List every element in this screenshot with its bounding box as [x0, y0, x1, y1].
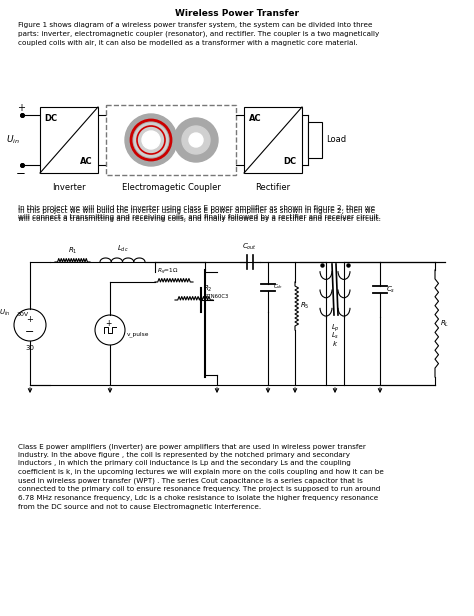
Text: AC: AC — [80, 157, 92, 166]
Text: $R_g$=1Ω: $R_g$=1Ω — [157, 267, 179, 277]
Text: In this project we will build the inverter using class E power amplifier as show: In this project we will build the invert… — [18, 208, 381, 222]
Circle shape — [189, 133, 203, 147]
Text: $C_{sh}$: $C_{sh}$ — [273, 283, 283, 291]
Circle shape — [125, 114, 177, 166]
Text: DC: DC — [283, 157, 297, 166]
Text: Wireless Power Transfer: Wireless Power Transfer — [175, 9, 299, 18]
Circle shape — [134, 123, 168, 157]
Text: Load: Load — [326, 136, 346, 145]
Text: DC: DC — [45, 114, 57, 123]
Bar — [308, 122, 322, 158]
Text: Electromagetic Coupler: Electromagetic Coupler — [121, 183, 220, 192]
Text: $R_5$: $R_5$ — [300, 301, 310, 311]
Text: Rectifier: Rectifier — [255, 183, 291, 192]
Text: Inverter: Inverter — [52, 183, 86, 192]
Text: $C_s$: $C_s$ — [386, 285, 395, 295]
Text: $L_s$: $L_s$ — [331, 331, 339, 341]
Bar — [106, 105, 236, 175]
Circle shape — [182, 126, 210, 154]
Text: $C_{out}$: $C_{out}$ — [243, 242, 257, 252]
Text: +: + — [105, 320, 111, 328]
Text: $k$: $k$ — [332, 339, 338, 348]
Text: 30V: 30V — [17, 312, 29, 317]
Text: In this project we will build the inverter using class E power amplifier as show: In this project we will build the invert… — [18, 205, 381, 219]
Text: +: + — [17, 103, 25, 113]
Text: $R_1$: $R_1$ — [68, 246, 77, 256]
Text: 30: 30 — [26, 345, 35, 351]
Text: $R_L$: $R_L$ — [440, 318, 449, 328]
Text: −: − — [16, 167, 26, 180]
Text: $U_{in}$: $U_{in}$ — [6, 134, 20, 146]
Text: +: + — [27, 315, 34, 325]
Text: Class E power amplifiers (Inverter) are power amplifiers that are used in wirele: Class E power amplifiers (Inverter) are … — [18, 443, 384, 509]
Text: v_pulse: v_pulse — [127, 331, 149, 337]
Text: $L_{dc}$: $L_{dc}$ — [117, 244, 128, 254]
Text: −: − — [25, 327, 35, 337]
Text: AC: AC — [249, 114, 261, 123]
Text: $R_2$: $R_2$ — [203, 284, 213, 294]
Circle shape — [142, 131, 160, 149]
Bar — [40, 107, 98, 173]
Text: 47N60C3: 47N60C3 — [205, 294, 229, 299]
Bar — [244, 107, 302, 173]
Circle shape — [174, 118, 218, 162]
Text: $L_p$: $L_p$ — [330, 323, 339, 334]
Text: $U_{in}$: $U_{in}$ — [0, 308, 10, 318]
Text: Figure 1 shows diagram of a wireless power transfer system, the system can be di: Figure 1 shows diagram of a wireless pow… — [18, 22, 379, 46]
